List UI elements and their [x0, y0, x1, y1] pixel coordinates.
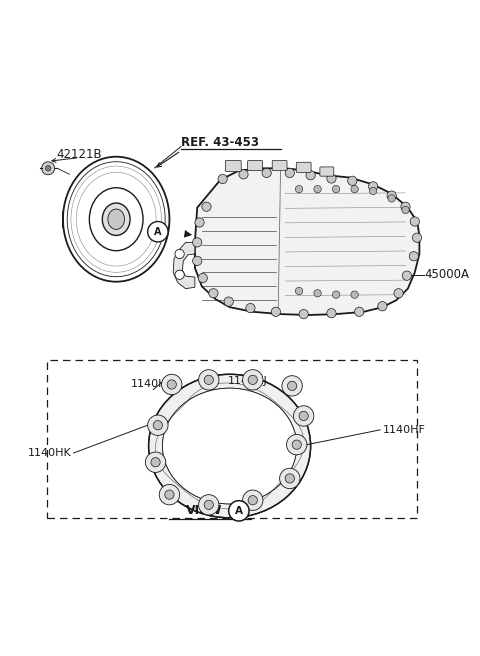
Circle shape — [199, 370, 219, 390]
Circle shape — [295, 287, 303, 295]
Circle shape — [369, 182, 378, 191]
Circle shape — [410, 217, 420, 226]
Text: 1140HJ: 1140HJ — [228, 376, 268, 386]
Circle shape — [314, 186, 321, 193]
Circle shape — [46, 165, 51, 171]
Circle shape — [280, 468, 300, 489]
Circle shape — [242, 490, 263, 510]
Circle shape — [199, 495, 219, 515]
Circle shape — [209, 289, 218, 298]
Circle shape — [378, 302, 387, 311]
Circle shape — [148, 415, 168, 436]
Circle shape — [204, 375, 214, 384]
Text: 42121B: 42121B — [56, 148, 102, 161]
Circle shape — [355, 307, 364, 316]
Circle shape — [192, 256, 202, 266]
Circle shape — [327, 174, 336, 183]
Circle shape — [148, 222, 168, 242]
Circle shape — [175, 270, 184, 279]
Circle shape — [327, 308, 336, 318]
Circle shape — [162, 375, 182, 395]
Circle shape — [228, 501, 249, 521]
Text: A: A — [154, 227, 162, 237]
Circle shape — [285, 474, 294, 483]
Circle shape — [145, 452, 166, 472]
FancyBboxPatch shape — [320, 167, 334, 176]
Polygon shape — [195, 169, 420, 315]
Circle shape — [288, 381, 297, 390]
Circle shape — [159, 485, 180, 505]
Circle shape — [387, 191, 396, 200]
Circle shape — [409, 252, 419, 261]
Circle shape — [198, 274, 207, 283]
Ellipse shape — [163, 388, 297, 504]
FancyBboxPatch shape — [296, 162, 311, 173]
Circle shape — [388, 195, 396, 202]
Circle shape — [175, 249, 184, 258]
Circle shape — [167, 380, 176, 389]
Circle shape — [192, 237, 202, 247]
Circle shape — [402, 206, 409, 214]
Text: 45000A: 45000A — [424, 268, 469, 281]
Circle shape — [293, 406, 314, 426]
Ellipse shape — [163, 388, 297, 504]
Circle shape — [306, 171, 315, 180]
Circle shape — [332, 186, 340, 193]
Circle shape — [412, 233, 422, 242]
Circle shape — [218, 174, 228, 184]
FancyBboxPatch shape — [248, 161, 263, 171]
Circle shape — [224, 297, 233, 306]
Circle shape — [153, 420, 163, 430]
Text: A: A — [235, 506, 243, 516]
Circle shape — [402, 271, 411, 280]
Circle shape — [246, 304, 255, 313]
Circle shape — [287, 434, 307, 455]
Ellipse shape — [108, 209, 124, 230]
Circle shape — [299, 411, 308, 420]
Circle shape — [262, 169, 271, 178]
Text: 1140HJ: 1140HJ — [131, 379, 171, 389]
Circle shape — [151, 458, 160, 467]
Circle shape — [351, 186, 358, 193]
Circle shape — [271, 307, 280, 316]
Circle shape — [401, 202, 410, 211]
Circle shape — [165, 490, 174, 499]
Circle shape — [348, 176, 357, 186]
Circle shape — [292, 440, 301, 449]
Circle shape — [314, 289, 321, 297]
Circle shape — [204, 501, 214, 510]
Circle shape — [332, 291, 340, 298]
Circle shape — [239, 170, 248, 179]
Circle shape — [351, 291, 358, 298]
Circle shape — [195, 218, 204, 227]
Text: REF. 43-453: REF. 43-453 — [181, 136, 259, 150]
Circle shape — [282, 376, 302, 396]
Circle shape — [248, 495, 257, 505]
Text: 1140HK: 1140HK — [27, 448, 72, 458]
Ellipse shape — [102, 203, 130, 236]
Circle shape — [242, 370, 263, 390]
Text: 1140HF: 1140HF — [383, 425, 425, 435]
Circle shape — [299, 310, 308, 319]
Circle shape — [202, 202, 211, 211]
Circle shape — [295, 186, 303, 193]
Circle shape — [285, 169, 294, 178]
Bar — [47, 360, 417, 518]
Circle shape — [42, 162, 55, 174]
FancyBboxPatch shape — [272, 161, 287, 171]
Text: VIEW: VIEW — [186, 504, 222, 518]
FancyBboxPatch shape — [226, 161, 241, 171]
Polygon shape — [173, 242, 195, 289]
Circle shape — [248, 375, 257, 384]
Circle shape — [394, 289, 403, 298]
Circle shape — [370, 187, 377, 195]
Ellipse shape — [149, 375, 311, 518]
